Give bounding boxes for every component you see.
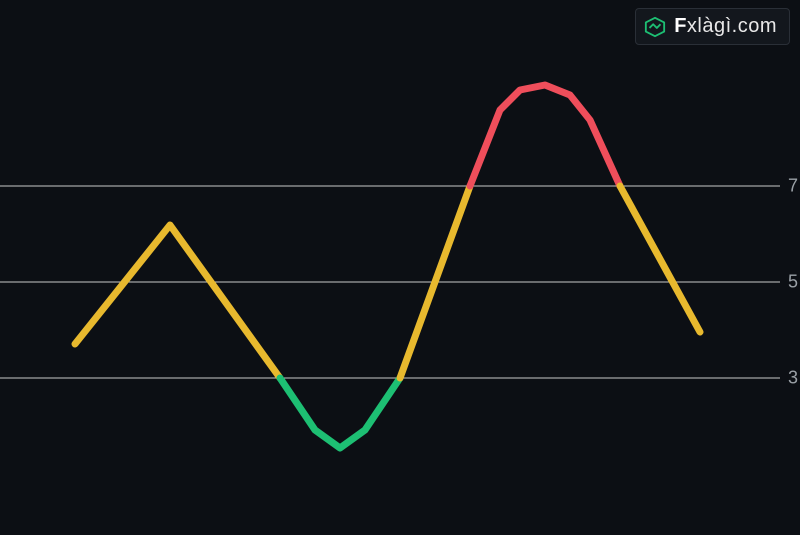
y-axis-label: 5 [788,272,798,293]
watermark-rest: xlàgì.com [687,15,777,37]
watermark-prefix: F [674,15,687,37]
chart-line-segment [75,225,280,378]
y-axis-label: 7 [788,176,798,197]
y-axis-label: 3 [788,368,798,389]
chart-line-segment [620,186,700,332]
chart-line-segment [470,85,620,186]
chart-svg [0,0,800,535]
logo-icon [644,16,666,38]
watermark-text: Fxlàgì.com [674,15,777,38]
chart-line-segment [280,378,400,448]
watermark-badge: Fxlàgì.com [635,8,790,45]
oscillator-chart: 7 5 3 Fxlàgì.com [0,0,800,535]
